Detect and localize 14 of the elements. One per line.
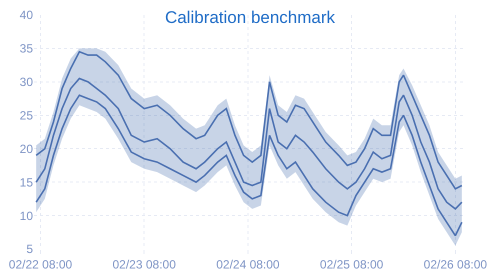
y-tick-label: 30 <box>20 75 34 90</box>
y-tick-label: 25 <box>20 108 34 122</box>
y-tick-label: 35 <box>20 42 34 56</box>
chart-title: Calibration benchmark <box>164 8 336 28</box>
y-tick-label: 15 <box>20 175 34 190</box>
y-tick-label: 20 <box>20 142 34 156</box>
x-tick-label: 02/26 08:00 <box>424 257 488 272</box>
x-tick-label: 02/25 08:00 <box>320 257 384 272</box>
y-tick-label: 40 <box>20 8 34 22</box>
x-tick-label: 02/24 08:00 <box>216 257 280 272</box>
y-tick-label: 5 <box>26 242 34 256</box>
x-tick-label: 02/23 08:00 <box>112 257 176 272</box>
y-tick-label: 10 <box>20 208 34 223</box>
x-tick-label: 02/22 08:00 <box>8 257 72 272</box>
